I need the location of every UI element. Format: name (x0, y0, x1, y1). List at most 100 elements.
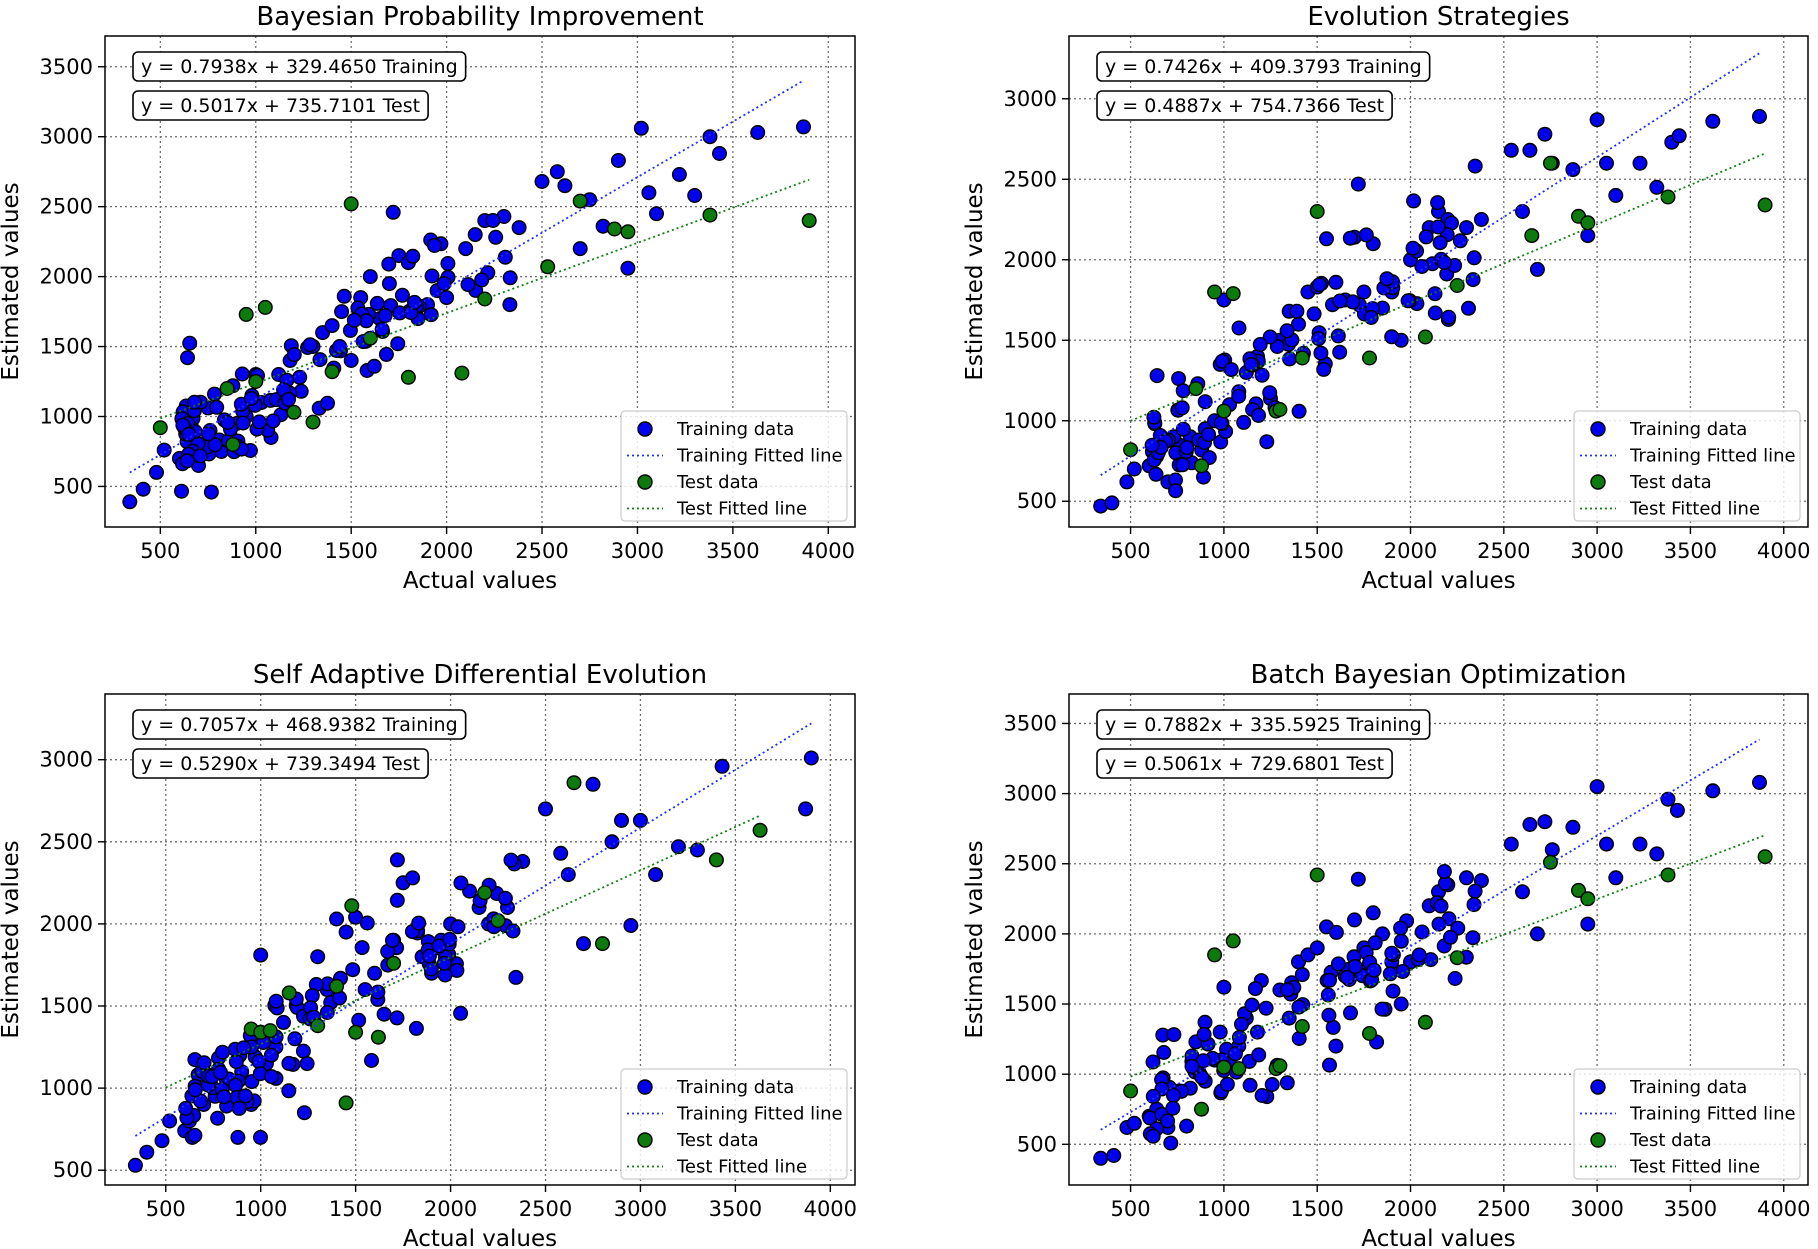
training-data-point (1201, 427, 1217, 443)
plot-area (127, 722, 819, 1173)
training-data-point (135, 481, 151, 497)
test-data-point (477, 885, 493, 901)
x-axis-label: Actual values (403, 1226, 557, 1249)
y-tick-label: 2000 (40, 265, 93, 289)
test-data-point (595, 936, 611, 952)
y-tick-label: 2500 (1004, 167, 1057, 191)
training-data-point (796, 119, 812, 135)
training-data-point (453, 875, 469, 891)
legend-label: Training data (676, 419, 794, 440)
training-data-point (186, 394, 202, 410)
training-data-point (329, 911, 345, 927)
test-data-point (1294, 350, 1310, 366)
training-data-point (357, 982, 373, 998)
training-data-point (649, 206, 665, 222)
test-data-point (1570, 882, 1586, 898)
test-equation-box: y = 0.5017x + 735.7101 Test (132, 90, 429, 121)
training-equation-box-text: y = 0.7938x + 329.4650 Training (141, 56, 458, 78)
y-axis-label: Estimated values (0, 840, 24, 1038)
training-data-point (1705, 113, 1721, 129)
legend-label: Training Fitted line (1629, 446, 1796, 467)
test-data-point (1361, 1025, 1377, 1041)
test-fitted-line (160, 178, 810, 420)
test-data-point (370, 1029, 386, 1045)
test-data-point (338, 1095, 354, 1111)
training-data-point (265, 413, 281, 429)
test-data-point (400, 369, 416, 385)
training-data-point (304, 988, 320, 1004)
test-data-point (1449, 278, 1465, 294)
training-data-point (1119, 474, 1135, 490)
training-data-point (187, 1127, 203, 1143)
test-data-point (238, 306, 254, 322)
training-data-point (187, 1082, 203, 1098)
training-data-point (127, 1157, 143, 1173)
training-data-point (181, 426, 197, 442)
training-data-point (1345, 294, 1361, 310)
legend-marker (637, 421, 653, 437)
training-data-point (214, 1044, 230, 1060)
training-data-point (1384, 945, 1400, 961)
training-data-point (148, 464, 164, 480)
training-data-point (1430, 219, 1446, 235)
training-data-point (1367, 935, 1383, 951)
legend: Training data Training Fitted line Test da… (1573, 410, 1801, 522)
training-data-point (310, 949, 326, 965)
training-data-point (1166, 1027, 1182, 1043)
training-data-point (343, 353, 359, 369)
test-data-point (572, 193, 588, 209)
test-data-point (1216, 1059, 1232, 1075)
training-data-point (1194, 1069, 1210, 1085)
test-data-point (262, 1023, 278, 1039)
training-data-point (1332, 344, 1348, 360)
training-data-point (381, 256, 397, 272)
training-data-point (364, 1052, 380, 1068)
training-data-point (1313, 345, 1329, 361)
training-data-point (381, 276, 397, 292)
test-equation-box-text: y = 0.4887x + 754.7366 Test (1105, 95, 1384, 117)
training-data-point (179, 453, 195, 469)
training-data-point (212, 1064, 228, 1080)
training-data-point (1216, 979, 1232, 995)
test-data-point (248, 374, 264, 390)
training-data-point (497, 249, 513, 265)
y-tick-label: 1500 (1004, 328, 1057, 352)
training-data-point (1291, 403, 1307, 419)
training-data-point (1589, 112, 1605, 128)
y-tick-label: 2500 (40, 830, 93, 854)
test-data-point (281, 985, 297, 1001)
x-tick-label: 500 (146, 1197, 186, 1221)
training-data-point (1328, 274, 1344, 290)
training-data-point (1458, 870, 1474, 886)
x-axis-label: Actual values (403, 568, 557, 594)
x-tick-label: 2000 (424, 1197, 477, 1221)
training-data-point (1126, 461, 1142, 477)
training-data-point (1580, 916, 1596, 932)
training-data-point (1332, 293, 1348, 309)
training-data-point (1405, 240, 1421, 256)
training-data-point (623, 918, 639, 934)
test-data-point (1216, 403, 1232, 419)
training-data-point (1212, 1024, 1228, 1040)
test-data-point (1757, 849, 1773, 865)
y-tick-label: 1000 (1004, 1062, 1057, 1086)
training-data-point (319, 1005, 335, 1021)
training-data-point (1460, 300, 1476, 316)
training-fitted-line (134, 722, 812, 1137)
training-data-point (460, 277, 476, 293)
legend-label: Test data (676, 1130, 759, 1151)
training-data-point (1254, 367, 1270, 383)
training-data-point (431, 938, 447, 954)
training-data-point (1465, 930, 1481, 946)
training-data-point (1144, 437, 1160, 453)
training-data-point (1414, 924, 1430, 940)
y-tick-label: 1500 (40, 994, 93, 1018)
training-data-point (1503, 142, 1519, 158)
training-data-point (1258, 1000, 1274, 1016)
chart-title: Batch Bayesian Optimization (1251, 660, 1627, 690)
training-data-point (1649, 846, 1665, 862)
training-data-point (1358, 227, 1374, 243)
training-data-point (385, 204, 401, 220)
chart-title: Evolution Strategies (1307, 2, 1569, 32)
training-data-point (1244, 997, 1260, 1013)
